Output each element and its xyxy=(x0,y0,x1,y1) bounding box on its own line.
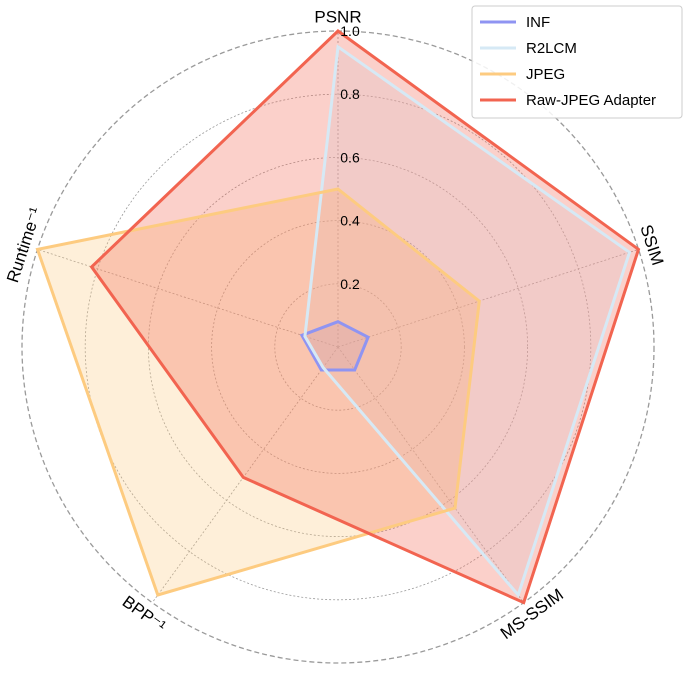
tick-label: 0.6 xyxy=(340,149,360,165)
grid-spoke-3 xyxy=(151,346,339,603)
grid-spoke-4 xyxy=(37,248,339,348)
series-fill-2 xyxy=(37,189,480,595)
series-fill-3 xyxy=(91,31,639,603)
legend-frame xyxy=(471,5,683,119)
legend: INF R2LCM JPEG Raw-JPEG Adapter xyxy=(471,5,683,119)
tick-label: 1.0 xyxy=(340,23,360,39)
axis-label: BPP⁻¹ xyxy=(119,592,170,636)
tick-label: 0.2 xyxy=(340,276,360,292)
tick-label: 0.8 xyxy=(340,86,360,102)
grid-spoke-2 xyxy=(337,346,525,603)
grid-ring-0 xyxy=(274,283,402,411)
radar-series xyxy=(35,29,641,605)
grid-spoke-1 xyxy=(337,248,639,348)
axis-label: SSIM xyxy=(636,222,667,267)
series-fill-1 xyxy=(304,46,630,596)
radial-tick-labels: 0.2 0.4 0.6 0.8 1.0 xyxy=(340,23,360,292)
legend-label: R2LCM xyxy=(526,40,577,57)
axis-label: PSNR xyxy=(314,8,361,27)
grid-ring-3 xyxy=(84,93,592,601)
series-line-3 xyxy=(89,29,641,605)
legend-label: JPEG xyxy=(526,66,565,83)
series-line-1 xyxy=(303,44,632,599)
series-line-0 xyxy=(299,320,371,372)
series-line-2 xyxy=(35,187,481,597)
grid-ring-1 xyxy=(211,220,465,474)
tick-label: 0.4 xyxy=(340,213,360,229)
legend-label: Raw-JPEG Adapter xyxy=(526,92,656,109)
legend-label: INF xyxy=(526,14,550,31)
